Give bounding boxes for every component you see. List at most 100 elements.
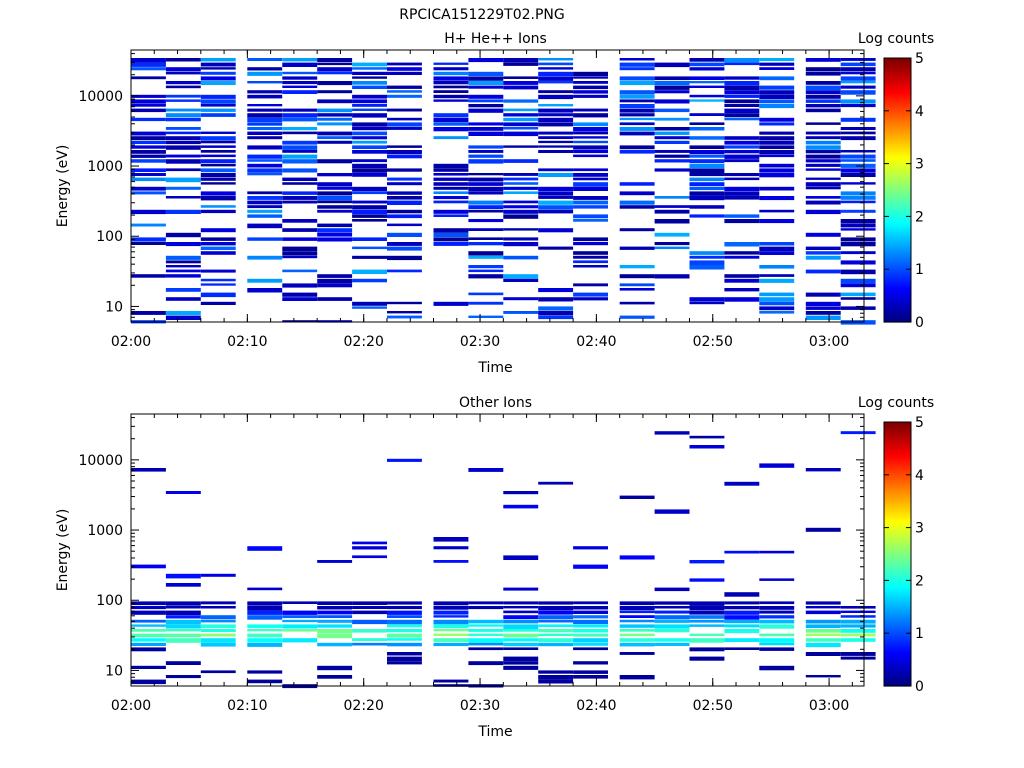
heatmap-cell <box>724 159 760 163</box>
heatmap-cell <box>433 136 469 140</box>
heatmap-cell <box>317 615 353 618</box>
heatmap-cell <box>724 191 760 196</box>
heatmap-cell <box>538 297 574 302</box>
heatmap-cell <box>759 624 795 629</box>
heatmap-cell <box>247 196 283 200</box>
heatmap-cell <box>573 108 608 112</box>
heatmap-cell <box>317 223 353 228</box>
heatmap-cell <box>689 76 725 80</box>
heatmap-cell <box>131 108 166 113</box>
heatmap-cell <box>840 624 876 628</box>
heatmap-cell <box>433 242 469 246</box>
heatmap-cell <box>433 99 469 102</box>
heatmap-cell <box>131 173 166 176</box>
heatmap-cell <box>468 638 504 643</box>
heatmap-cell <box>317 196 353 201</box>
heatmap-cell <box>352 136 387 140</box>
colorbar-step <box>884 126 911 129</box>
heatmap-cell <box>503 159 539 163</box>
heatmap-cell <box>433 606 469 610</box>
heatmap-cell <box>200 182 236 185</box>
heatmap-cell <box>433 214 469 217</box>
colorbar-step <box>884 560 911 564</box>
colorbar-step <box>884 664 911 667</box>
colorbar-step <box>884 315 911 319</box>
heatmap-cell <box>724 136 760 140</box>
heatmap-cell <box>387 90 422 93</box>
colorbar-step <box>884 628 911 632</box>
heatmap-cell <box>433 76 469 81</box>
colorbar-step <box>884 448 911 452</box>
heatmap-cell <box>689 127 725 131</box>
heatmap-cell <box>131 629 166 632</box>
heatmap-cell <box>387 606 422 610</box>
heatmap-cell <box>724 629 760 634</box>
heatmap-cell <box>165 606 201 609</box>
heatmap-cell <box>433 624 469 629</box>
heatmap-cell <box>200 163 236 167</box>
heatmap-cell <box>165 186 201 190</box>
heatmap-cell <box>433 163 469 169</box>
heatmap-cell <box>573 251 608 255</box>
heatmap-cell <box>352 99 387 104</box>
heatmap-cell <box>503 665 539 670</box>
heatmap-cell <box>317 642 353 647</box>
heatmap-cell <box>165 168 201 172</box>
y-tick-label: 10000 <box>78 453 123 469</box>
colorbar-step <box>884 128 911 132</box>
heatmap-cell <box>387 71 422 75</box>
heatmap-cell <box>724 619 760 624</box>
heatmap-cell <box>840 228 876 231</box>
colorbar-step <box>884 536 911 540</box>
heatmap-cell <box>840 200 876 204</box>
colorbar-label: Log counts <box>858 31 934 47</box>
colorbar-step <box>884 584 911 588</box>
heatmap-cell <box>433 62 469 65</box>
colorbar-step <box>884 143 911 147</box>
heatmap-cell <box>654 140 690 144</box>
heatmap-cell <box>724 99 760 104</box>
colorbar-step <box>884 631 911 634</box>
heatmap-cell <box>538 62 574 66</box>
heatmap-cell <box>247 546 283 551</box>
heatmap-cell <box>654 168 690 172</box>
heatmap-cell <box>317 90 353 94</box>
colorbar-step <box>884 62 911 66</box>
colorbar-step <box>884 582 911 586</box>
heatmap-cell <box>573 177 608 181</box>
colorbar-step <box>884 249 911 253</box>
colorbar-step <box>884 452 911 456</box>
heatmap-cell <box>433 127 469 132</box>
x-tick-label: 02:50 <box>693 334 733 350</box>
heatmap-cell <box>247 624 283 629</box>
colorbar-tick-label: 2 <box>915 573 924 589</box>
heatmap-cell <box>282 196 318 200</box>
x-tick-label: 02:10 <box>227 698 267 714</box>
y-tick-label: 1000 <box>87 523 123 539</box>
colorbar-step <box>884 580 911 584</box>
heatmap-cell <box>317 122 353 126</box>
heatmap-cell <box>654 246 690 250</box>
heatmap-cell <box>805 159 841 163</box>
heatmap-cell <box>689 214 725 218</box>
heatmap-cell <box>200 159 236 164</box>
heatmap-cell <box>573 76 608 79</box>
colorbar-step <box>884 60 911 63</box>
heatmap-cell <box>282 191 318 195</box>
heatmap-cell <box>654 629 690 633</box>
heatmap-cell <box>200 67 236 70</box>
heatmap-cell <box>840 656 876 660</box>
colorbar-tick-label: 3 <box>915 521 924 537</box>
heatmap-cell <box>503 209 539 214</box>
heatmap-cell <box>619 67 655 71</box>
heatmap-cell <box>282 159 318 164</box>
heatmap-cell <box>759 163 795 168</box>
heatmap-cell <box>317 633 353 639</box>
heatmap-cell <box>573 292 608 297</box>
heatmap-cell <box>724 601 760 605</box>
heatmap-cell <box>352 606 387 609</box>
heatmap-cell <box>468 154 504 158</box>
heatmap-cell <box>131 237 166 242</box>
heatmap-cell <box>352 113 387 118</box>
heatmap-cell <box>689 619 725 623</box>
